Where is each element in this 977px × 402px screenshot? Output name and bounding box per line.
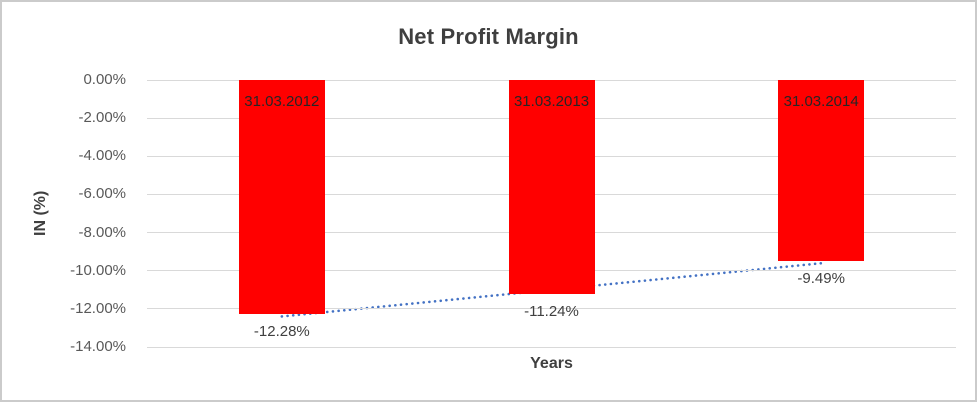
gridline	[147, 346, 956, 348]
y-axis-tick-label: -12.00%	[70, 299, 126, 317]
category-label: 31.03.2014	[783, 93, 859, 110]
y-axis-tick-label: -14.00%	[70, 338, 126, 355]
y-axis-tick-label: -10.00%	[70, 261, 126, 279]
bar-31.03.2013: 31.03.2013	[508, 80, 595, 295]
plot-area: 31.03.2012 -12.28% 31.03.2013 -11.24% 31.03.…	[147, 79, 956, 348]
y-axis-tick-label: -4.00%	[78, 147, 126, 165]
trendline-layer	[280, 261, 823, 318]
trendline	[280, 261, 823, 318]
chart-title: Net Profit Margin	[398, 24, 579, 49]
category-label: 31.03.2012	[244, 93, 320, 110]
bar-31.03.2014: 31.03.2014	[778, 80, 865, 261]
y-axis-tick-label: -8.00%	[78, 223, 126, 241]
value-label: -11.24%	[524, 303, 579, 321]
x-axis-title: Years	[530, 355, 573, 372]
bar-31.03.2012: 31.03.2012	[238, 80, 325, 315]
gridline	[147, 308, 956, 310]
y-axis-tick-label: -2.00%	[78, 109, 126, 127]
value-label: -12.28%	[253, 323, 310, 341]
y-axis-tick-label: 0.00%	[83, 71, 126, 88]
category-label: 31.03.2013	[513, 93, 590, 110]
value-label: -9.49%	[797, 269, 845, 287]
y-axis-tick-label: -6.00%	[78, 185, 126, 203]
